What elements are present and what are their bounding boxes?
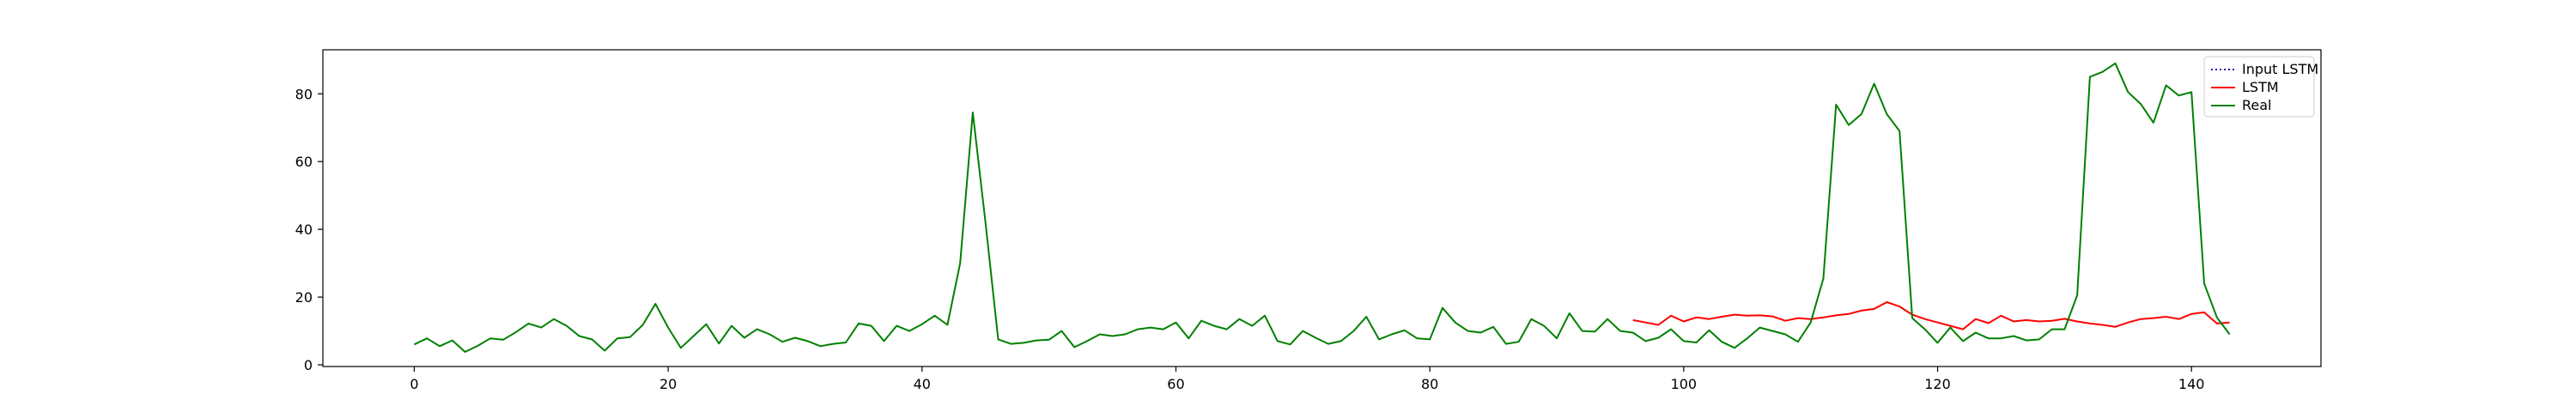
axes-frame bbox=[322, 49, 2322, 367]
legend-label: LSTM bbox=[2242, 79, 2279, 95]
y-tick-label: 80 bbox=[295, 86, 313, 102]
axes: 0 20 40 60 80 100 120 140 0 20 40 60 80 bbox=[295, 49, 2322, 392]
x-tick-label: 120 bbox=[1924, 376, 1951, 392]
series-line-lstm bbox=[1632, 301, 2230, 330]
x-tick-label: 20 bbox=[659, 376, 677, 392]
y-tick-label: 20 bbox=[295, 289, 313, 306]
x-tick-label: 60 bbox=[1167, 376, 1184, 392]
y-tick-label: 40 bbox=[295, 221, 313, 238]
legend: Input LSTM LSTM Real bbox=[2203, 56, 2318, 118]
x-tick-label: 140 bbox=[2178, 376, 2205, 392]
y-tick-label: 0 bbox=[304, 357, 313, 373]
plot-area bbox=[413, 62, 2231, 353]
y-tick-label: 60 bbox=[295, 154, 313, 170]
series-line-real bbox=[413, 62, 2231, 353]
legend-label: Real bbox=[2242, 97, 2272, 113]
legend-box bbox=[2203, 56, 2315, 118]
x-tick-label: 100 bbox=[1671, 376, 1698, 392]
x-tick-label: 80 bbox=[1421, 376, 1438, 392]
x-tick-label: 40 bbox=[914, 376, 931, 392]
legend-label: Input LSTM bbox=[2242, 61, 2318, 77]
x-tick-label: 0 bbox=[410, 376, 418, 392]
